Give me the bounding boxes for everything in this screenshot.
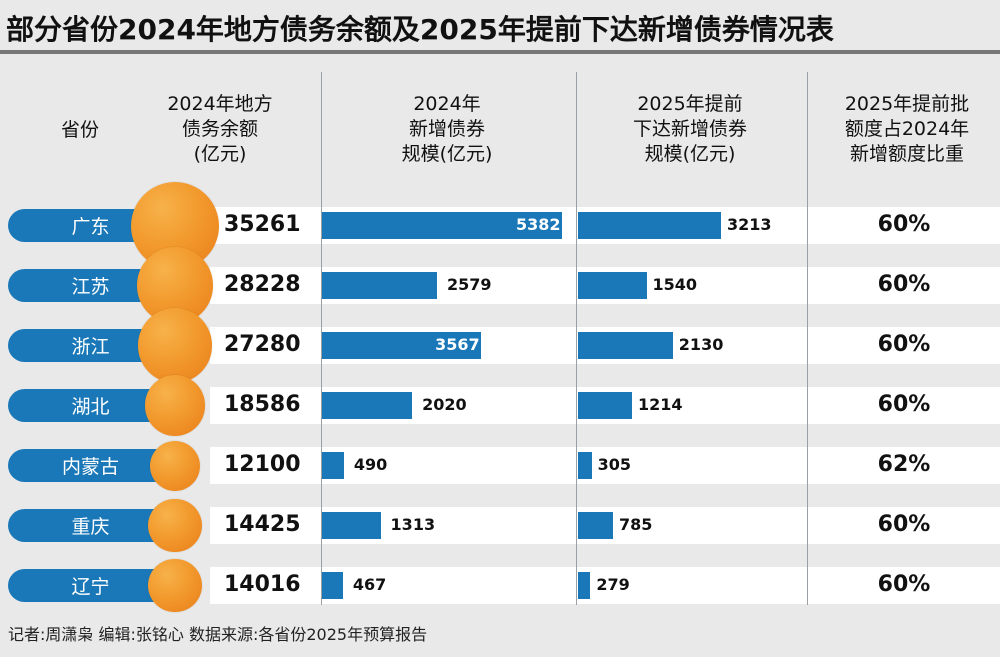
header-new-line-1: 2024年 [413,93,481,115]
province-label[interactable]: 辽宁 [8,569,173,602]
header-ratio-line-2: 额度占2024年 [844,118,970,140]
bar-label-new-2024: 2579 [447,274,492,294]
bar-new-2024 [322,332,482,359]
header-ratio-line-1: 2025年提前批 [844,93,970,115]
debt-value: 28228 [224,271,301,297]
bar-label-advance-2025: 3213 [727,214,772,234]
bar-advance-2025 [578,572,591,599]
bar-advance-2025 [578,512,613,539]
column-divider [576,72,577,605]
credits-footer: 记者:周潇枭 编辑:张铭心 数据来源:各省份2025年预算报告 [8,625,428,644]
bar-label-new-2024: 2020 [422,394,467,414]
bar-advance-2025 [578,392,633,419]
bar-label-advance-2025: 279 [596,574,630,594]
bar-new-2024 [322,512,381,539]
bar-label-advance-2025: 305 [597,454,631,474]
bar-advance-2025 [578,272,647,299]
province-label[interactable]: 重庆 [8,509,173,542]
header-new-bonds-2024: 2024年 新增债券 规模(亿元) [372,92,522,167]
debt-value: 35261 [224,211,301,237]
bar-new-2024 [322,272,437,299]
ratio-value: 60% [877,331,931,357]
header-ratio: 2025年提前批 额度占2024年 新增额度比重 [822,92,992,167]
debt-bubble [150,440,200,491]
header-new-line-2: 新增债券 [408,118,485,140]
header-advance-2025: 2025年提前 下达新增债券 规模(亿元) [600,92,780,167]
province-label[interactable]: 内蒙古 [8,449,173,482]
bar-label-new-2024: 490 [353,454,388,474]
debt-bubble [144,375,206,436]
ratio-value: 60% [877,211,931,237]
bar-label-new-2024: 467 [352,574,387,594]
debt-value: 18586 [224,391,301,417]
chart-title: 部分省份2024年地方债务余额及2025年提前下达新增债券情况表 [6,13,834,46]
debt-bubble [137,308,213,383]
bar-label-advance-2025: 785 [618,514,653,534]
header-new-line-3: 规模(亿元) [401,143,493,165]
debt-bubble [148,558,202,613]
bar-label-advance-2025: 2130 [678,334,724,354]
debt-value: 12100 [224,451,301,477]
bar-label-new-2024: 5382 [516,214,561,234]
column-divider [321,72,322,605]
header-debt-line-2: 债务余额 [181,118,258,140]
bar-advance-2025 [578,452,592,479]
header-debt-line-3: (亿元) [193,143,247,165]
bar-label-new-2024: 3567 [435,334,480,354]
debt-value: 27280 [224,331,301,357]
header-adv-line-3: 规模(亿元) [644,143,736,165]
header-ratio-line-3: 新增额度比重 [849,143,964,165]
bar-label-advance-2025: 1540 [652,274,698,294]
debt-value: 14425 [224,511,301,537]
header-province: 省份 [60,119,99,141]
ratio-value: 60% [877,571,931,597]
column-divider [807,72,808,605]
debt-bubble [148,498,202,553]
bar-label-advance-2025: 1214 [638,394,683,414]
debt-value: 14016 [224,571,301,597]
ratio-value: 60% [877,391,931,417]
ratio-value: 60% [877,271,931,297]
header-adv-line-2: 下达新增债券 [632,118,747,140]
bar-new-2024 [322,212,562,239]
bar-label-new-2024: 1313 [390,514,436,534]
header-debt-balance: 2024年地方 债务余额 (亿元) [150,92,290,167]
header-debt-line-1: 2024年地方 [167,93,273,115]
ratio-value: 60% [877,511,931,537]
bar-new-2024 [322,392,413,419]
bar-advance-2025 [578,332,673,359]
ratio-value: 62% [877,451,931,477]
bar-new-2024 [322,572,343,599]
bar-new-2024 [322,452,344,479]
bar-advance-2025 [578,212,721,239]
title-divider [0,50,1000,54]
header-adv-line-1: 2025年提前 [637,93,743,115]
